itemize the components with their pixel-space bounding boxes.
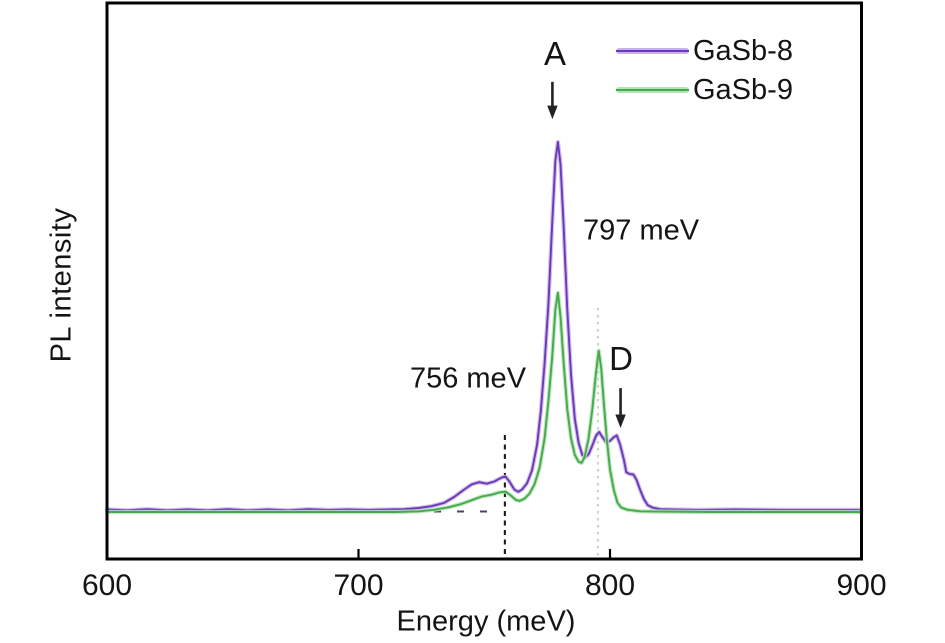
x-tick-label-900: 900 — [836, 569, 887, 602]
annotation-peak-d-letter: D — [609, 340, 633, 377]
gasb-9-curve — [106, 291, 863, 513]
down-arrow-head-icon — [547, 105, 558, 120]
legend: GaSb-8 GaSb-9 — [616, 32, 793, 109]
legend-label-gasb9: GaSb-9 — [693, 73, 793, 106]
y-axis-label: PL intensity — [45, 207, 78, 363]
x-tick-label-800: 800 — [584, 569, 636, 602]
gasb9-line-swatch — [616, 87, 689, 93]
annotation-797mev-label: 797 meV — [583, 214, 700, 247]
legend-item-gasb8: GaSb-8 — [616, 32, 793, 70]
annotation-peak-a-letter: A — [543, 35, 567, 72]
down-arrow-head-icon — [615, 414, 626, 428]
x-axis-label: Energy (meV) — [396, 605, 576, 638]
gasb8-line-swatch — [616, 48, 689, 54]
x-tick-label-600: 600 — [81, 569, 133, 602]
legend-item-gasb9: GaSb-9 — [616, 71, 793, 109]
gasb-9-curve-halo — [104, 290, 864, 515]
x-tick-label-700: 700 — [333, 569, 384, 602]
gasb-8-curve — [106, 141, 863, 512]
plot-border — [105, 1, 863, 561]
legend-label-gasb8: GaSb-8 — [693, 34, 793, 67]
gasb-8-curve-halo — [104, 139, 864, 513]
annotation-756mev-label: 756 meV — [409, 362, 527, 395]
